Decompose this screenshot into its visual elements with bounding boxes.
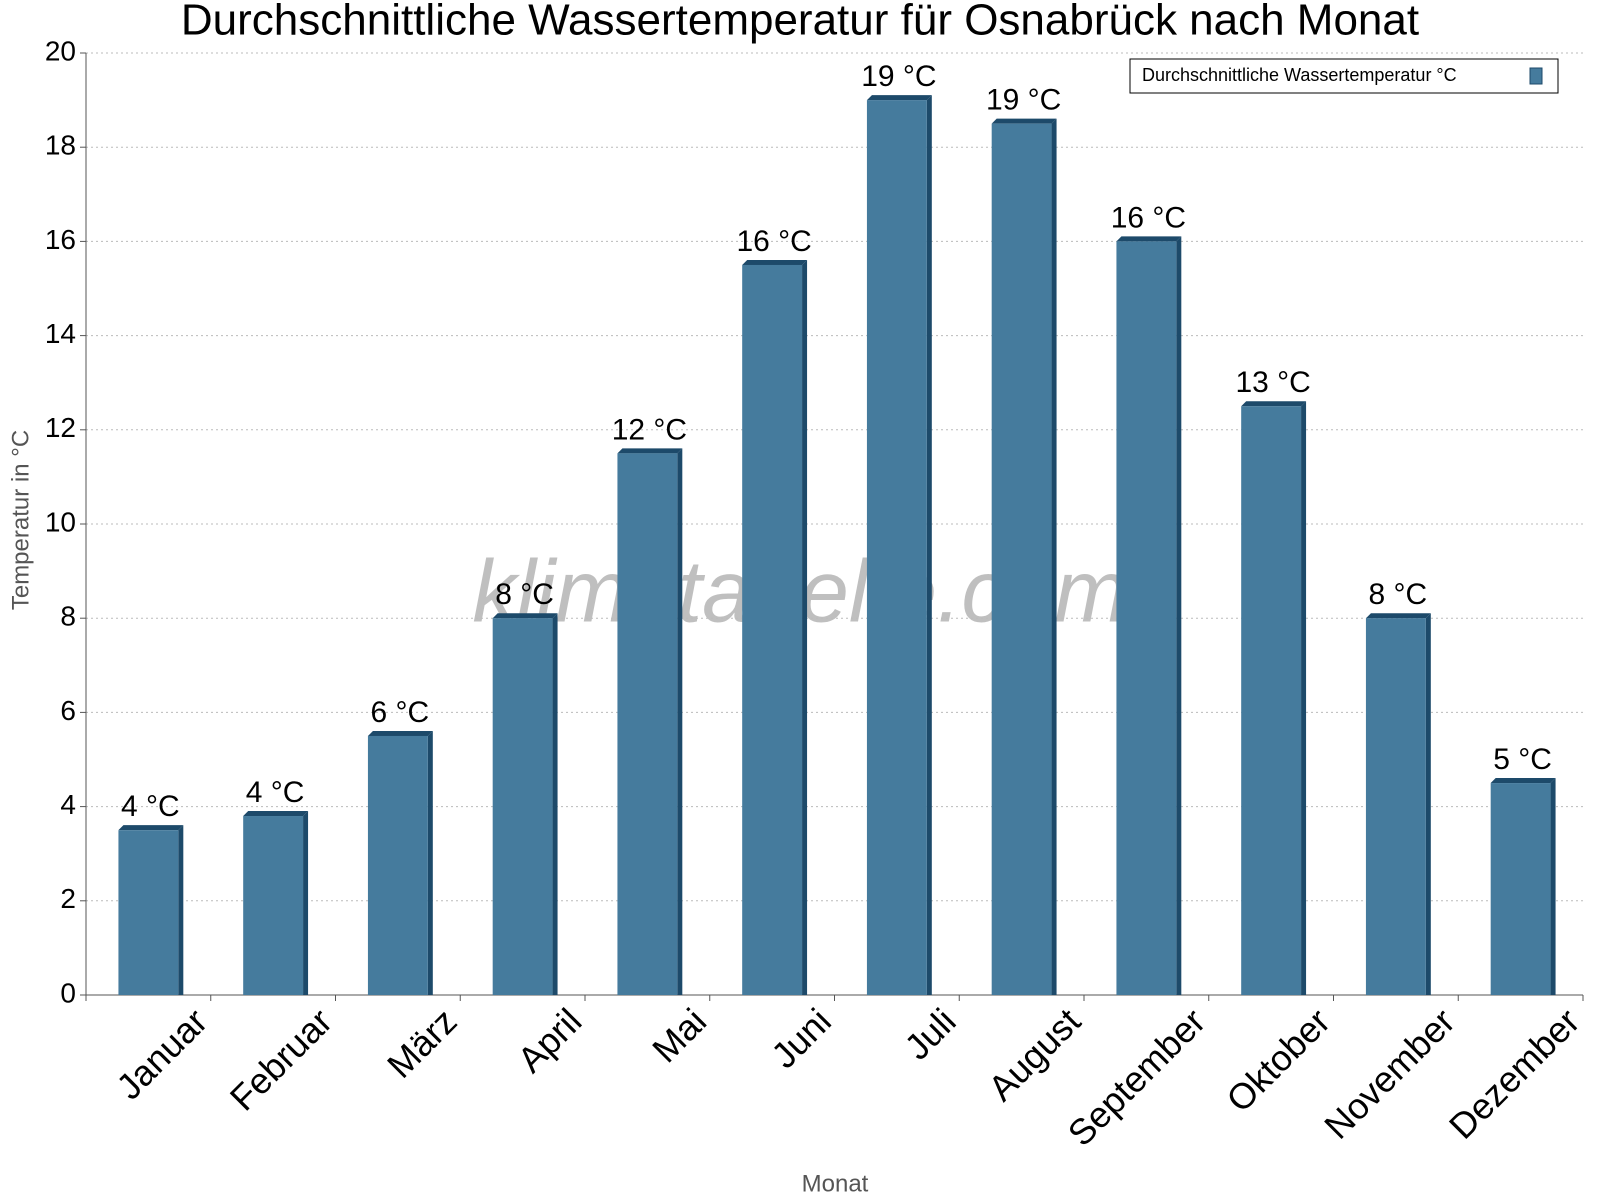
legend-box <box>1129 58 1559 94</box>
x-tick-label: Dezember <box>1441 1000 1587 1146</box>
legend-label: Durchschnittliche Wassertemperatur °C <box>1142 65 1457 85</box>
value-label: 6 °C <box>371 696 430 729</box>
value-label: 4 °C <box>246 776 305 809</box>
value-label: 12 °C <box>612 413 687 446</box>
bar-top <box>1365 613 1431 619</box>
bar-side <box>427 730 433 995</box>
chart-title: Durchschnittliche Wassertemperatur für O… <box>181 0 1419 45</box>
bar <box>1116 241 1177 995</box>
bar <box>492 618 553 995</box>
bar <box>991 123 1052 995</box>
bar-top <box>118 825 184 831</box>
value-label: 8 °C <box>495 578 554 611</box>
bar <box>367 735 428 995</box>
x-tick-label: Januar <box>108 1000 215 1107</box>
bar-side <box>1051 118 1057 995</box>
y-tick-label: 4 <box>60 789 76 820</box>
x-tick-label: November <box>1316 1000 1462 1146</box>
y-tick-label: 16 <box>45 224 76 255</box>
y-tick-label: 0 <box>60 977 76 1008</box>
bar-top <box>617 448 683 454</box>
bar-side <box>1425 613 1431 995</box>
bar <box>243 816 304 995</box>
legend: Durchschnittliche Wassertemperatur °C <box>1129 58 1559 94</box>
x-tick-label: August <box>980 1000 1088 1108</box>
legend-swatch <box>1529 67 1543 85</box>
value-label: 19 °C <box>986 84 1061 117</box>
bar-top <box>243 811 309 817</box>
value-label: 5 °C <box>1493 743 1552 776</box>
y-tick-label: 10 <box>45 506 76 537</box>
x-tick-label: Oktober <box>1218 1000 1338 1120</box>
bar <box>742 264 803 995</box>
y-tick-label: 12 <box>45 412 76 443</box>
bar-top <box>492 613 558 619</box>
x-tick-label: März <box>379 1000 465 1086</box>
bar-side <box>178 825 184 995</box>
bar-top <box>866 95 932 101</box>
bar <box>1241 406 1302 995</box>
bar <box>866 100 927 996</box>
bar-side <box>303 811 309 995</box>
bar <box>1365 618 1426 995</box>
bar <box>1490 783 1551 995</box>
y-tick-label: 8 <box>60 601 76 632</box>
bar-side <box>552 613 558 995</box>
bar-top <box>1490 778 1556 784</box>
value-label: 19 °C <box>861 60 936 93</box>
bar-side <box>802 259 808 995</box>
value-label: 4 °C <box>121 790 180 823</box>
bar-side <box>1176 236 1182 995</box>
value-label: 16 °C <box>1111 201 1186 234</box>
y-tick-label: 2 <box>60 883 76 914</box>
x-tick-label: Juli <box>896 1000 963 1067</box>
y-tick-label: 14 <box>45 318 76 349</box>
bar <box>118 830 179 995</box>
x-tick-label: Mai <box>644 1000 714 1070</box>
bar <box>617 453 678 996</box>
x-tick-label: September <box>1060 1000 1214 1154</box>
bar-side <box>1301 401 1307 995</box>
y-axis-label: Temperatur in °C <box>7 430 34 610</box>
bar-top <box>742 259 808 265</box>
x-tick-label: Juni <box>763 1000 839 1076</box>
x-tick-label: April <box>509 1000 589 1080</box>
bar-side <box>1550 778 1556 995</box>
bar-top <box>1241 401 1307 407</box>
x-tick-label: Februar <box>222 1000 340 1118</box>
bar-top <box>1116 236 1182 242</box>
bar-side <box>677 448 683 996</box>
bar-side <box>926 95 932 996</box>
value-label: 13 °C <box>1235 366 1310 399</box>
y-tick-label: 6 <box>60 695 76 726</box>
x-axis-label: Monat <box>802 1170 869 1197</box>
bar-top <box>991 118 1057 124</box>
value-label: 8 °C <box>1369 578 1428 611</box>
y-tick-label: 18 <box>45 130 76 161</box>
y-tick-label: 20 <box>45 35 76 66</box>
bar-top <box>367 730 433 736</box>
value-label: 16 °C <box>736 225 811 258</box>
